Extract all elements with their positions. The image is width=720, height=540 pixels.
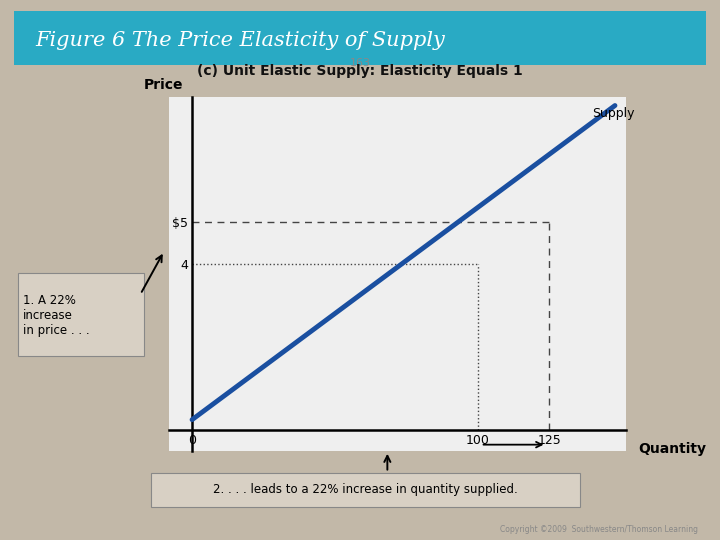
Text: Copyright ©2009  Southwestern/Thomson Learning: Copyright ©2009 Southwestern/Thomson Lea… bbox=[500, 524, 698, 534]
Text: 163: 163 bbox=[349, 57, 371, 68]
Text: Supply: Supply bbox=[592, 107, 634, 120]
Text: 1. A 22%
increase
in price . . .: 1. A 22% increase in price . . . bbox=[23, 294, 90, 338]
Text: Quantity: Quantity bbox=[638, 442, 706, 456]
Text: 2. . . . leads to a 22% increase in quantity supplied.: 2. . . . leads to a 22% increase in quan… bbox=[213, 483, 518, 496]
Text: Price: Price bbox=[144, 78, 184, 92]
Text: (c) Unit Elastic Supply: Elasticity Equals 1: (c) Unit Elastic Supply: Elasticity Equa… bbox=[197, 64, 523, 78]
Text: Figure 6 The Price Elasticity of Supply: Figure 6 The Price Elasticity of Supply bbox=[35, 31, 445, 50]
FancyBboxPatch shape bbox=[0, 8, 720, 68]
